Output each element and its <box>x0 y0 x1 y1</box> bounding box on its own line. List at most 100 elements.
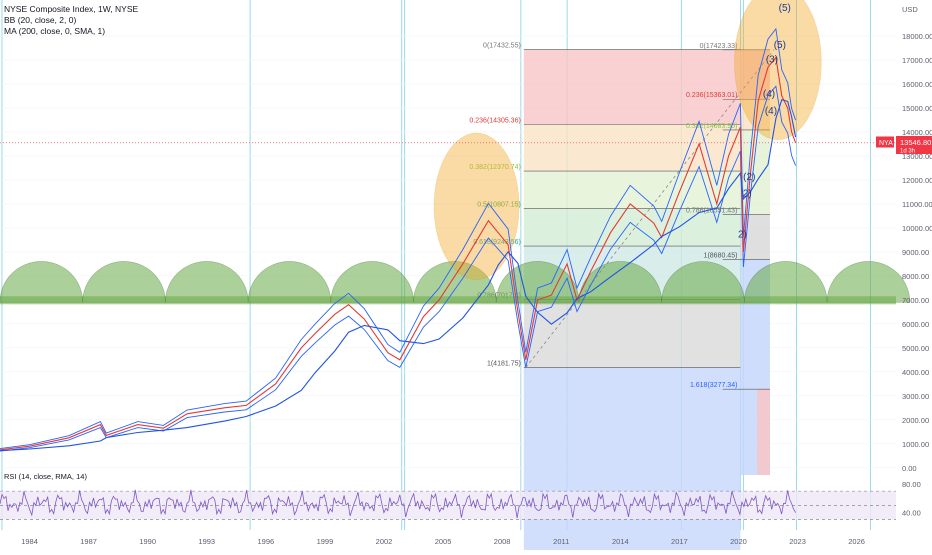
fib-label-left: 0.5(10807.15) <box>477 202 521 209</box>
bollinger-lower <box>0 85 797 452</box>
price-tag-countdown: 1d 3h <box>900 149 915 155</box>
y-tick-label: 4000.00 <box>902 368 929 377</box>
y-tick-label: 14000.00 <box>902 128 932 137</box>
wave-label: (5) <box>779 3 791 14</box>
x-tick-label: 2014 <box>612 537 629 546</box>
rsi-legend: RSI (14, close, RMA, 14) <box>4 472 87 481</box>
y-tick-label: 1000.00 <box>902 440 929 449</box>
wave-label: 2) <box>738 230 747 241</box>
x-tick-label: 2026 <box>848 537 865 546</box>
fib-zone-right <box>740 214 770 260</box>
moving-average-line <box>0 99 797 452</box>
y-tick-label: 9000.00 <box>902 248 929 257</box>
fib-zone-left <box>523 208 741 247</box>
highlight-circle <box>433 132 520 280</box>
wave-label: 2) <box>743 189 752 200</box>
price-series <box>0 27 896 452</box>
fib-zone-right <box>740 49 770 100</box>
x-tick-label: 2008 <box>494 537 511 546</box>
y-tick-label: 7000.00 <box>902 296 929 305</box>
fib-zone-left <box>523 299 741 368</box>
fib-zone-left <box>523 171 741 209</box>
y-tick-label: 17000.00 <box>902 56 932 65</box>
x-tick-label: 2017 <box>671 537 688 546</box>
fib-label-right: 1(8680.45) <box>704 253 738 260</box>
x-tick-label: 2002 <box>376 537 393 546</box>
price-tag: NYA 13546.80 1d 3h <box>876 136 932 155</box>
fib-zone-left <box>523 49 741 125</box>
y-tick-label: 3000.00 <box>902 392 929 401</box>
rsi-tick-label: 40.00 <box>902 508 921 517</box>
symbol-tag-bg <box>876 136 894 148</box>
symbol-tag-text: NYA <box>879 140 893 147</box>
x-tick-label: 2011 <box>553 537 569 546</box>
rsi-pane <box>0 489 896 520</box>
axes: USD NYA 13546.80 1d 3h RSI (14, close, R… <box>4 5 932 546</box>
y-tick-label: 5000.00 <box>902 344 929 353</box>
fib-label-left: 1(4181.75) <box>487 360 521 367</box>
x-tick-label: 1996 <box>258 537 275 546</box>
x-tick-label: 1993 <box>198 537 215 546</box>
cycle-arc <box>82 261 166 303</box>
fib-label-right: 0.786(10551.43) <box>686 208 737 215</box>
x-tick-label: 1990 <box>139 537 156 546</box>
x-tick-label: 1987 <box>80 537 97 546</box>
fib-label-right: 0.236(15363.01) <box>686 92 737 99</box>
fib-zone-left <box>523 367 741 555</box>
x-tick-label: 2020 <box>730 537 747 546</box>
x-tick-label: 1984 <box>21 537 38 546</box>
y-tick-label: 13000.00 <box>902 152 932 161</box>
fib-zone-left <box>523 124 741 172</box>
fib-label-left: 0.236(14305.36) <box>469 118 520 125</box>
x-tick-label: 2023 <box>789 537 806 546</box>
cycle-arc <box>330 261 414 303</box>
price-tag-bg <box>896 136 932 154</box>
fib-label-right: 1.618(3277.34) <box>690 382 737 389</box>
fib-label-left: 0.382(12370.74) <box>469 164 520 171</box>
fib-label-right: 0(17423.33) <box>700 43 738 50</box>
y-tick-label: 10000.00 <box>902 224 932 233</box>
wave-label: (4) <box>763 89 775 100</box>
legend-ma: MA (200, close, 0, SMA, 1) <box>4 26 106 36</box>
x-tick-label: 1999 <box>317 537 334 546</box>
cycle-arc <box>0 261 84 303</box>
y-tick-label: 15000.00 <box>902 104 932 113</box>
price-line <box>0 56 797 451</box>
y-tick-label: 2000.00 <box>902 416 929 425</box>
cycle-arc <box>661 261 745 303</box>
cycle-arc <box>165 261 249 303</box>
y-tick-label: 11000.00 <box>902 200 932 209</box>
fib-label-right: 0.382(14083.95) <box>686 123 737 130</box>
rsi-line <box>0 489 796 518</box>
wave-label: (5) <box>774 40 786 51</box>
trend-line <box>525 49 775 368</box>
cycle-arcs <box>0 261 911 305</box>
y-tick-label: 16000.00 <box>902 80 932 89</box>
price-tag-value: 13546.80 <box>900 138 931 147</box>
legend-title: NYSE Composite Index, 1W, NYSE <box>4 4 139 14</box>
cycle-arc <box>578 261 663 303</box>
rsi-tick-label: 80.00 <box>902 480 921 489</box>
y-tick-label: 8000.00 <box>902 272 929 281</box>
y-tick-label: 18000.00 <box>902 32 932 41</box>
fib-label-left: 0.618(9243.56) <box>473 239 520 246</box>
wave-label: (4) <box>765 106 777 117</box>
cycle-arc <box>247 261 332 303</box>
y-tick-label: 0.00 <box>902 464 917 473</box>
x-tick-label: 2005 <box>435 537 452 546</box>
annotation-labels: (5) (5) (3) (4) (4) (2) 2) 2) <box>738 3 791 241</box>
legend-bb: BB (20, close, 2, 0) <box>4 15 77 25</box>
y-tick-label: 6000.00 <box>902 320 929 329</box>
cycle-arc <box>413 261 497 303</box>
fib-label-left: 0(17432.55) <box>483 43 521 50</box>
chart-legend: NYSE Composite Index, 1W, NYSE BB (20, c… <box>4 4 138 37</box>
fib-zone-right <box>757 388 770 475</box>
wave-label: (3) <box>766 54 778 65</box>
cycle-arc <box>826 261 911 303</box>
fib-zone-right <box>740 129 770 215</box>
wave-label: (2) <box>743 172 755 183</box>
currency-label: USD <box>902 5 918 14</box>
cycle-arc <box>744 261 828 303</box>
